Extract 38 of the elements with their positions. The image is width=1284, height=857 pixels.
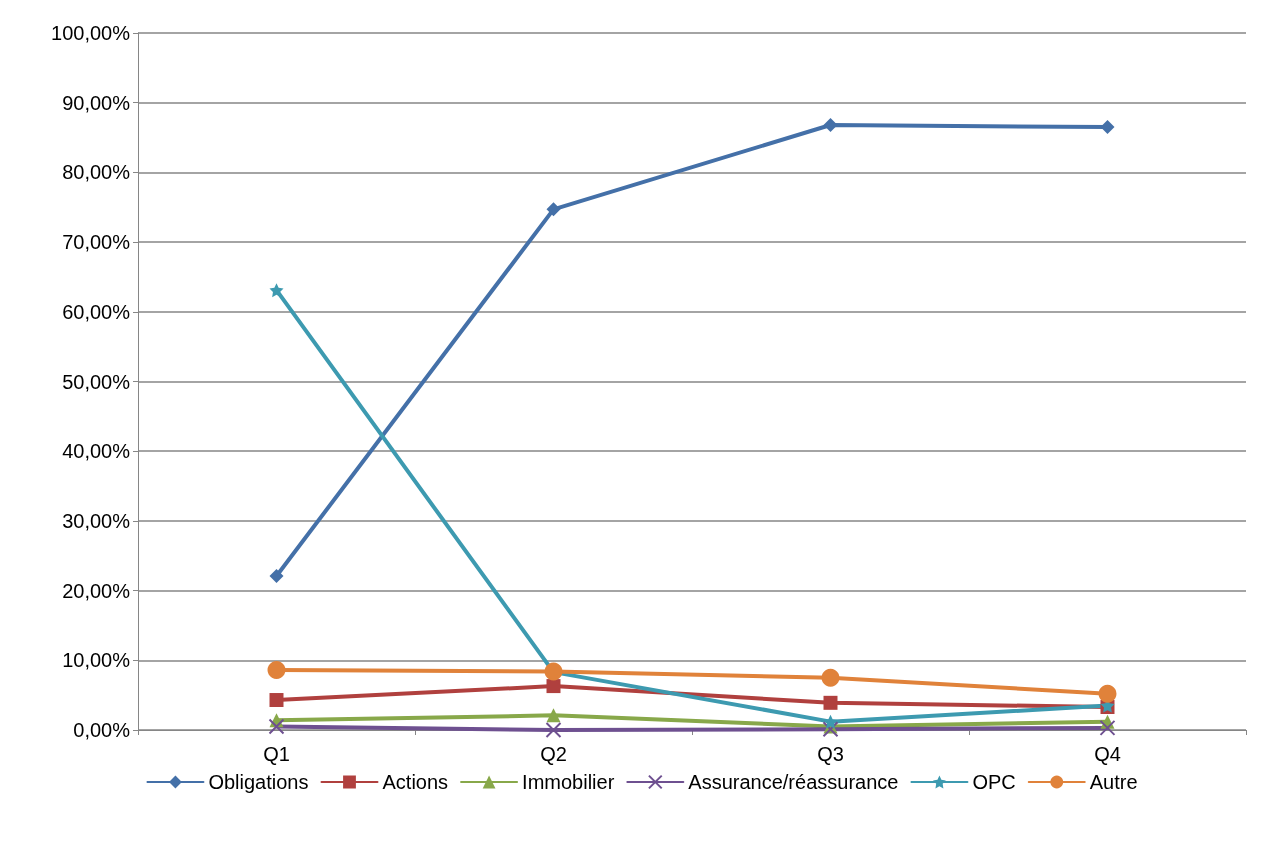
point (823, 714, 838, 729)
point (1099, 719, 1116, 736)
point (1098, 684, 1117, 703)
point (268, 718, 285, 735)
point (546, 202, 561, 217)
point (269, 568, 284, 583)
y-tick-label: 20,00% (62, 579, 131, 602)
y-tick-label: 0,00% (73, 719, 131, 741)
point (269, 693, 284, 708)
legend-label: Immobilier (522, 771, 615, 793)
point (823, 118, 838, 132)
legend-label: Assurance/réassurance (688, 771, 899, 793)
x-tick-label: Q4 (1094, 743, 1121, 765)
point (546, 679, 561, 694)
y-tick-label: 40,00% (62, 440, 131, 463)
y-tick-label: 50,00% (62, 370, 131, 393)
point (546, 708, 561, 723)
legend-label: Obligations (208, 771, 309, 793)
legend-label: Autre (1089, 771, 1138, 793)
legend-label: Actions (382, 771, 449, 793)
x-tick-label: Q2 (540, 743, 567, 765)
y-tick-label: 90,00% (62, 91, 131, 114)
y-tick-label: 80,00% (62, 161, 131, 184)
y-tick-label: 100,00% (51, 22, 131, 44)
point (823, 695, 838, 710)
y-tick-label: 10,00% (62, 649, 131, 672)
legend-label: OPC (972, 771, 1016, 793)
point (269, 283, 284, 298)
x-tick-label: Q3 (817, 743, 844, 765)
point (267, 661, 286, 680)
point (822, 721, 839, 738)
point (821, 668, 840, 687)
point (1100, 120, 1115, 135)
y-tick-label: 60,00% (62, 300, 131, 323)
x-tick-label: Q1 (263, 743, 290, 765)
y-tick-label: 30,00% (62, 509, 131, 532)
y-tick-label: 70,00% (62, 231, 131, 254)
point (545, 722, 562, 738)
